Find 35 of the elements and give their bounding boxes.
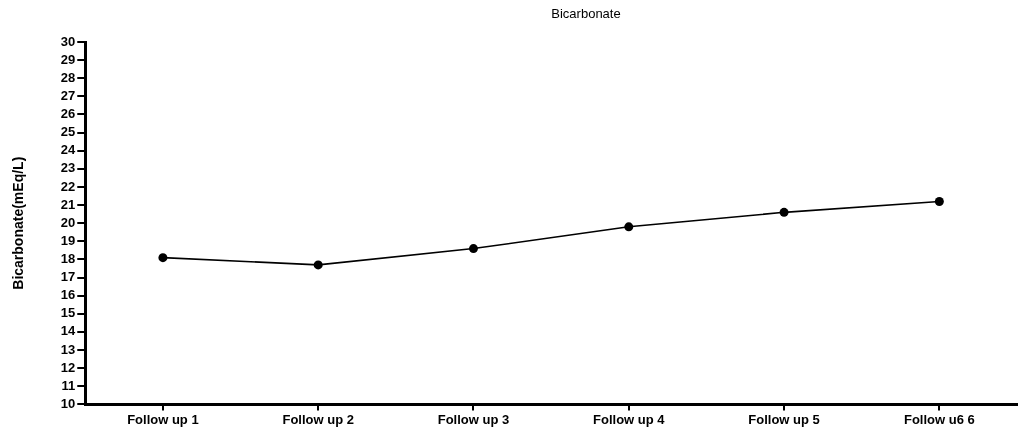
- y-tick-label: 24: [60, 142, 77, 158]
- chart-title: Bicarbonate: [551, 6, 621, 21]
- y-tick-label: 26: [60, 106, 76, 122]
- y-tick-label: 12: [60, 359, 76, 375]
- y-tick-label: 13: [60, 341, 76, 357]
- y-tick-label: 10: [60, 395, 76, 411]
- y-tick-label: 29: [60, 51, 76, 67]
- point: [624, 222, 634, 232]
- y-tick-label: 16: [60, 287, 76, 303]
- y-tick-label: 22: [60, 178, 76, 194]
- x-tick-label: Follow up 4: [593, 411, 666, 427]
- y-tick-label: 15: [60, 305, 76, 321]
- x-tick-label: Follow u6 6: [903, 411, 975, 427]
- y-tick-label: 25: [60, 124, 76, 140]
- y-tick-label: 14: [60, 323, 77, 339]
- x-tick-label: Follow up 3: [437, 411, 510, 427]
- x-tick-label: Follow up 2: [282, 411, 354, 427]
- y-tick-label: 30: [60, 33, 76, 49]
- y-tick-label: 28: [60, 69, 76, 85]
- x-tick-label: Follow up 5: [748, 411, 820, 427]
- y-tick-label: 18: [60, 251, 76, 267]
- y-tick-label: 17: [60, 269, 76, 285]
- y-tick-label: 11: [61, 377, 76, 393]
- x-tick-label: Follow up 1: [127, 411, 199, 427]
- point: [934, 196, 944, 206]
- point: [468, 244, 478, 254]
- point: [779, 207, 789, 217]
- point: [313, 260, 323, 270]
- y-axis-title: Bicarbonate(mEq/L): [10, 156, 27, 290]
- y-tick-label: 27: [60, 87, 76, 103]
- y-tick-label: 23: [60, 160, 76, 176]
- point: [158, 253, 168, 263]
- y-tick-label: 20: [60, 214, 76, 230]
- y-tick-label: 21: [60, 196, 76, 212]
- y-tick-label: 19: [60, 232, 76, 248]
